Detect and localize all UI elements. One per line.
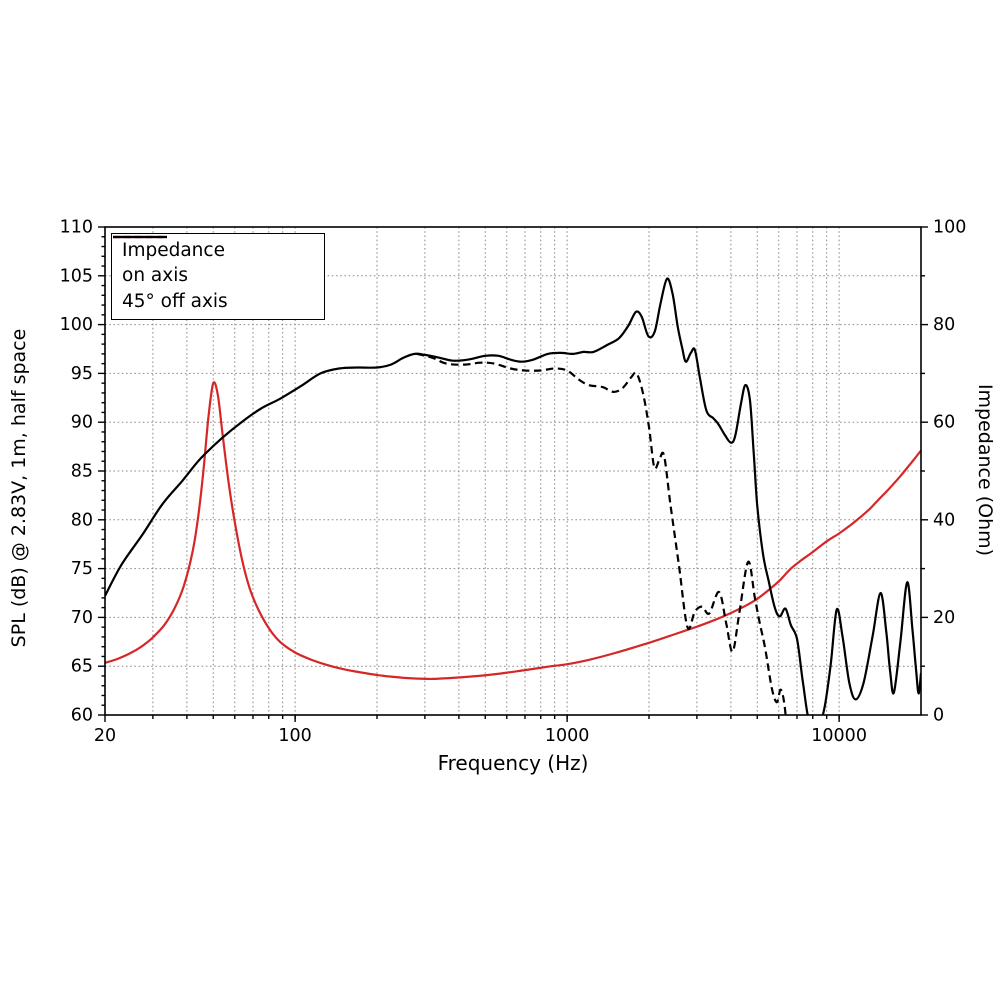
on-axis-curve	[105, 277, 921, 715]
curves	[105, 277, 921, 715]
y-left-tick-label: 60	[71, 706, 93, 726]
x-tick-label: 100	[278, 726, 311, 746]
y-axis-title-left: SPL (dB) @ 2.83V, 1m, half space	[8, 328, 30, 648]
y-left-tick-label: 95	[71, 364, 93, 384]
x-axis-title: Frequency (Hz)	[437, 751, 589, 775]
y-left-tick-label: 110	[60, 218, 93, 238]
x-tick-label: 20	[94, 726, 116, 746]
impedance-curve	[105, 381, 921, 681]
legend-label: on axis	[122, 265, 188, 287]
y-right-tick-label: 80	[933, 315, 955, 335]
y-left-tick-label: 65	[71, 657, 93, 677]
legend-entry: 45° off axis	[113, 235, 324, 315]
y-right-tick-label: 60	[933, 413, 955, 433]
y-left-tick-label: 90	[71, 413, 93, 433]
legend-label: Impedance	[122, 239, 225, 261]
legend-entry: on axis	[113, 235, 324, 290]
y-left-tick-label: 100	[60, 315, 93, 335]
axes: 20 100 1000 10000 60 65 70 75 80 85 90 95 100 105 110 0…	[60, 218, 967, 747]
y-left-tick-label: 75	[71, 559, 93, 579]
x-tick-label: 10000	[811, 726, 867, 746]
x-tick-label: 1000	[545, 726, 590, 746]
legend: Impedance on axis 45° off axis	[111, 233, 325, 320]
45-off-axis-curve	[416, 352, 787, 715]
y-left-tick-label: 85	[71, 462, 93, 482]
legend-entry: Impedance	[113, 235, 324, 264]
legend-line-swatch	[113, 235, 167, 239]
legend-label: 45° off axis	[122, 290, 228, 312]
y-right-tick-label: 0	[933, 706, 944, 726]
y-right-tick-label: 20	[933, 608, 955, 628]
y-right-tick-label: 100	[933, 218, 966, 238]
y-left-tick-label: 70	[71, 608, 93, 628]
y-left-tick-label: 80	[71, 510, 93, 530]
y-left-tick-label: 105	[60, 266, 93, 286]
y-axis-title-right: Impedance (Ohm)	[974, 383, 996, 557]
y-right-tick-label: 40	[933, 510, 955, 530]
